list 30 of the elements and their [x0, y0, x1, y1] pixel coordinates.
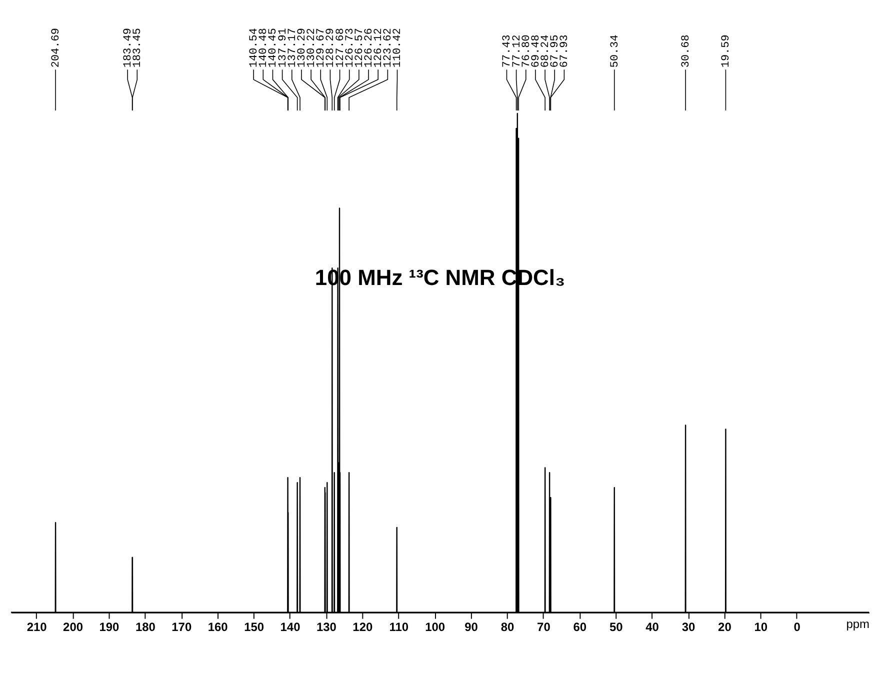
- x-tick-label: 10: [754, 620, 768, 634]
- x-tick-label: 130: [316, 620, 337, 634]
- text: 19.59: [720, 34, 733, 68]
- x-tick-label: 20: [718, 620, 732, 634]
- x-tick-label: 50: [609, 620, 624, 634]
- x-tick-label: 90: [464, 620, 478, 634]
- text: 50.34: [609, 34, 622, 68]
- x-tick-label: 60: [573, 620, 587, 634]
- x-tick-label: 150: [244, 620, 264, 634]
- text: 183.45: [132, 28, 144, 68]
- x-tick-label: 100: [425, 620, 446, 634]
- x-tick-label: 40: [646, 620, 660, 634]
- text: 30.68: [680, 34, 693, 68]
- x-tick-label: 110: [389, 620, 409, 634]
- x-tick-label: 190: [99, 620, 120, 634]
- x-tick-label: 170: [172, 620, 192, 634]
- text: 204.69: [50, 28, 63, 68]
- x-tick-label: 30: [682, 620, 696, 634]
- x-tick-label: 120: [352, 620, 373, 634]
- x-tick-label: 200: [63, 620, 84, 634]
- x-tick-label: 140: [280, 620, 301, 634]
- text: 67.93: [559, 34, 572, 68]
- x-tick-label: 70: [537, 620, 551, 634]
- x-tick-label: 210: [26, 620, 48, 634]
- x-tick-label: 80: [500, 620, 514, 634]
- x-tick-label: 0: [794, 620, 801, 634]
- x-tick-label: 160: [208, 620, 228, 634]
- x-axis-title: ppm: [846, 616, 870, 631]
- text: 110.42: [392, 28, 404, 68]
- x-tick-label: 180: [135, 620, 156, 634]
